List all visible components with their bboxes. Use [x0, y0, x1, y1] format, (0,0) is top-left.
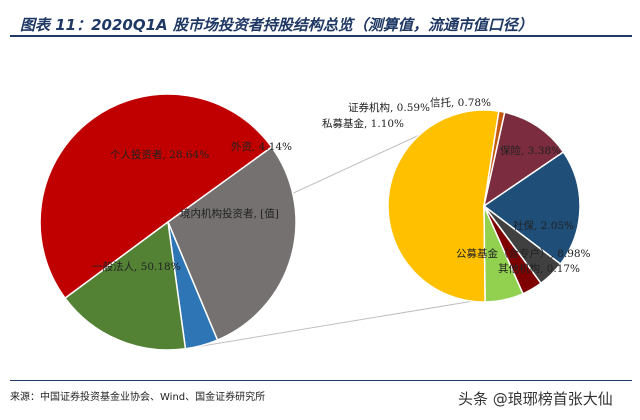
main-pie-label-1: 个人投资者, 28.64% — [110, 148, 209, 161]
main-pie-label-0: 一般法人, 50.18% — [92, 260, 181, 273]
main-pie-label-2: 外资, 4.14% — [231, 141, 292, 153]
source-divider — [10, 380, 632, 381]
watermark: 头条 @琅琊榜首张大仙 — [458, 390, 613, 408]
institution-pie-slice-0 — [387, 109, 500, 303]
institution-pie-label-6: 私募基金, 1.10% — [322, 117, 404, 130]
source-note: 来源：中国证券投资基金业协会、Wind、国金证券研究所 — [10, 392, 266, 403]
institution-pie-label-2: 社保, 2.05% — [513, 219, 574, 232]
institution-pie-label-1: 其他机构, 0.17% — [498, 262, 580, 275]
institution-pie-label-4: 信托, 0.78% — [430, 96, 491, 109]
institution-pie-label-0: 公募基金（含专户）, 8.98% — [456, 247, 591, 260]
connector-line-0 — [185, 300, 473, 350]
institution-pie-label-3: 保险, 3.38% — [500, 144, 561, 157]
institution-pie-label-5: 证券机构, 0.59% — [348, 101, 430, 114]
institution-pie-slice-2 — [482, 111, 565, 208]
main-pie-slice-1 — [167, 145, 297, 342]
title-bar: 图表 11：2020Q1A 股市场投资者持股结构总览（测算值，流通市值口径） — [10, 8, 632, 42]
main-pie-label-3: 境内机构投资者, [值] — [180, 207, 279, 220]
main-pie-slice-3 — [64, 220, 187, 351]
chart-title: 图表 11：2020Q1A 股市场投资者持股结构总览（测算值，流通市值口径） — [20, 16, 533, 34]
institution-pie-slice-3 — [482, 150, 581, 266]
main-pie-slice-0 — [39, 93, 273, 300]
institution-pie-slice-6 — [483, 205, 524, 303]
title-divider — [10, 35, 632, 37]
